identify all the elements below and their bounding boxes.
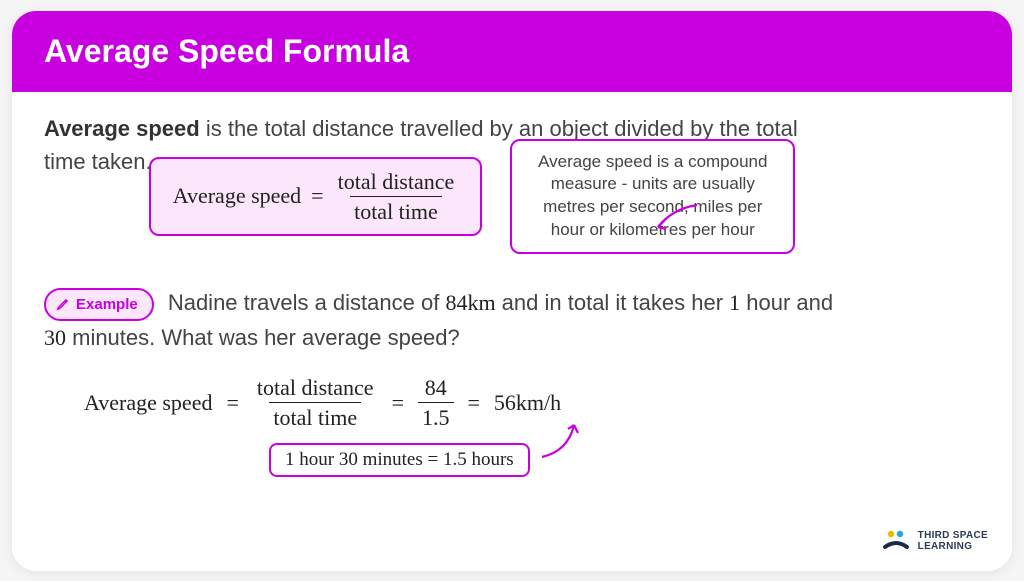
lesson-card: Average Speed Formula Average speed is t… <box>12 11 1012 571</box>
formula-lhs: Average speed <box>173 183 301 209</box>
header-bar: Average Speed Formula <box>12 11 1012 92</box>
example-text-1a: Nadine travels a distance of <box>168 290 446 315</box>
example-text-1b: and in total it takes her <box>496 290 730 315</box>
calc-fraction-1: total distance total time <box>253 375 378 431</box>
example-val3: 30 <box>44 325 66 350</box>
formula-eq: = <box>311 183 323 209</box>
calc-lhs: Average speed <box>84 390 212 416</box>
brand-text: THIRD SPACE LEARNING <box>918 530 988 552</box>
formula-box: Average speed = total distance total tim… <box>149 157 483 237</box>
callout-box: Average speed is a compound measure - un… <box>510 139 795 255</box>
page-title: Average Speed Formula <box>44 33 980 70</box>
calc-fraction-2: 84 1.5 <box>418 375 454 431</box>
formula-fraction: total distance total time <box>334 169 459 225</box>
example-val1: 84km <box>445 290 495 315</box>
calc-den1: total time <box>269 402 361 430</box>
example-val2: 1 <box>729 290 740 315</box>
example-pill-label: Example <box>76 293 138 316</box>
intro-bold: Average speed <box>44 116 200 141</box>
brand-line2: LEARNING <box>918 541 988 552</box>
calc-eq1: = <box>226 390 238 416</box>
calc-den2: 1.5 <box>418 402 454 430</box>
brand-badge: THIRD SPACE LEARNING <box>882 529 988 553</box>
formula-numerator: total distance <box>334 169 459 196</box>
conversion-text: 1 hour 30 minutes = 1.5 hours <box>285 449 514 470</box>
brand-line1: THIRD SPACE <box>918 530 988 541</box>
example-text-2: minutes. What was her average speed? <box>66 325 460 350</box>
example-section: Example Nadine travels a distance of 84k… <box>44 286 980 355</box>
calculation-row: Average speed = total distance total tim… <box>84 375 980 431</box>
formula-row: time taken. Average speed = total distan… <box>44 139 980 255</box>
example-pill: Example <box>44 288 154 321</box>
conversion-arrow-icon <box>534 417 584 461</box>
intro-rest2: time taken. <box>44 145 152 178</box>
calc-num1: total distance <box>253 375 378 402</box>
calc-eq3: = <box>468 390 480 416</box>
formula-denominator: total time <box>350 196 442 224</box>
calc-result: 56km/h <box>494 390 561 416</box>
intro-rest1: is the total distance travelled by an ob… <box>200 116 798 141</box>
content-body: Average speed is the total distance trav… <box>12 92 1012 493</box>
conversion-box: 1 hour 30 minutes = 1.5 hours <box>269 443 530 477</box>
brand-logo-icon <box>882 529 910 553</box>
calc-eq2: = <box>392 390 404 416</box>
callout-text: Average speed is a compound measure - un… <box>538 152 767 240</box>
pencil-icon <box>56 297 70 311</box>
calc-num2: 84 <box>421 375 451 402</box>
example-text-1c: hour and <box>740 290 833 315</box>
